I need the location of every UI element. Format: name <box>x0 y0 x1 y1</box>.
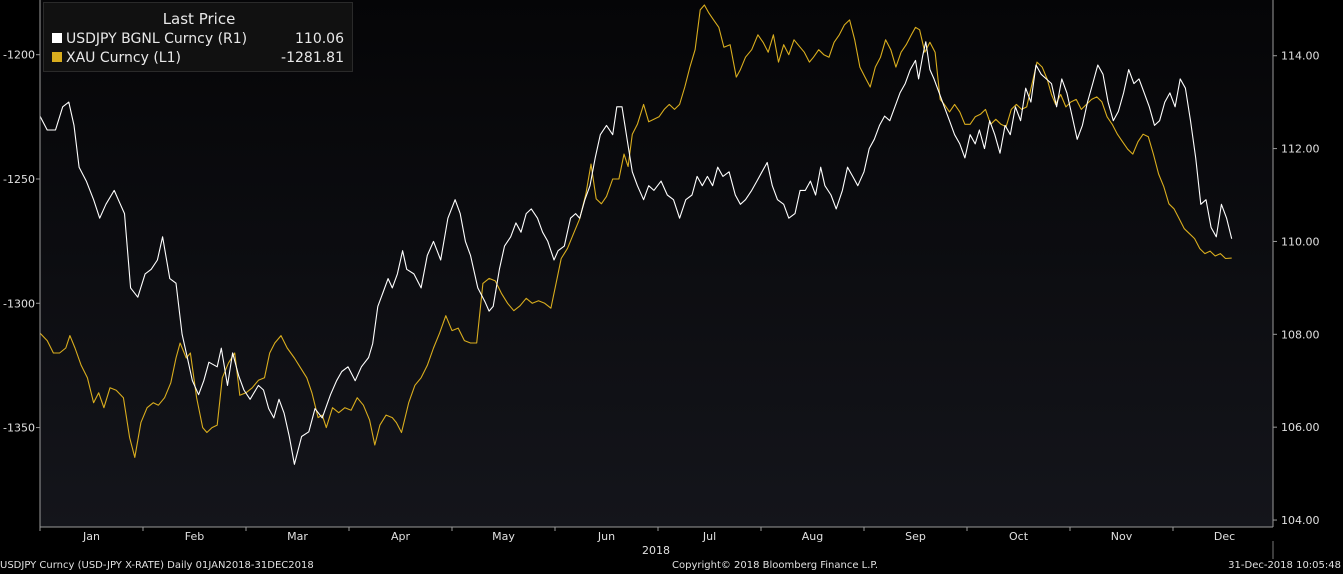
x-tick-label: Dec <box>1214 530 1235 543</box>
x-tick-label: Apr <box>391 530 411 543</box>
x-tick-label: Sep <box>905 530 926 543</box>
legend-label-usdjpy: USDJPY BGNL Curncy (R1) <box>66 31 248 47</box>
footer-security-info: USDJPY Curncy (USD-JPY X-RATE) Daily 01J… <box>0 560 314 571</box>
right-tick-label: 106.00 <box>1281 421 1320 434</box>
right-tick-label: 108.00 <box>1281 328 1320 341</box>
left-tick-label: -1350 <box>3 422 35 435</box>
x-tick-label: Jun <box>597 530 615 543</box>
x-tick-label: Nov <box>1111 530 1133 543</box>
legend-title: Last Price <box>162 10 236 28</box>
x-tick-label: Oct <box>1009 530 1029 543</box>
right-tick-label: 112.00 <box>1281 143 1320 156</box>
left-tick-label: -1300 <box>3 297 35 310</box>
legend-value-xau: -1281.81 <box>281 50 344 66</box>
legend-value-usdjpy: 110.06 <box>295 31 344 47</box>
plot-area <box>40 0 1273 527</box>
x-tick-label: Feb <box>185 530 204 543</box>
legend: Last Price USDJPY BGNL Curncy (R1) 110.0… <box>43 2 353 72</box>
x-tick-label: Jul <box>702 530 716 543</box>
x-tick-label: Mar <box>287 530 308 543</box>
right-tick-label: 110.00 <box>1281 235 1320 248</box>
legend-item-usdjpy: USDJPY BGNL Curncy (R1) 110.06 <box>52 31 344 47</box>
series-line-xau <box>39 4 1232 458</box>
legend-swatch-usdjpy <box>52 33 62 43</box>
legend-item-xau: XAU Curncy (L1) -1281.81 <box>52 50 344 66</box>
right-tick-label: 114.00 <box>1281 50 1320 63</box>
left-tick-label: -1200 <box>3 49 35 62</box>
x-tick-label: Aug <box>802 530 823 543</box>
legend-label-xau: XAU Curncy (L1) <box>66 50 181 66</box>
footer-copyright: Copyright© 2018 Bloomberg Finance L.P. <box>672 560 879 571</box>
left-tick-label: -1250 <box>3 173 35 186</box>
x-tick-label: May <box>492 530 515 543</box>
footer-timestamp: 31-Dec-2018 10:05:48 <box>1228 560 1341 571</box>
x-axis-year-label: 2018 <box>642 544 670 557</box>
x-tick-label: Jan <box>82 530 100 543</box>
right-tick-label: 104.00 <box>1281 514 1320 527</box>
series-line-usdjpy <box>39 41 1233 465</box>
legend-swatch-xau <box>52 52 62 62</box>
